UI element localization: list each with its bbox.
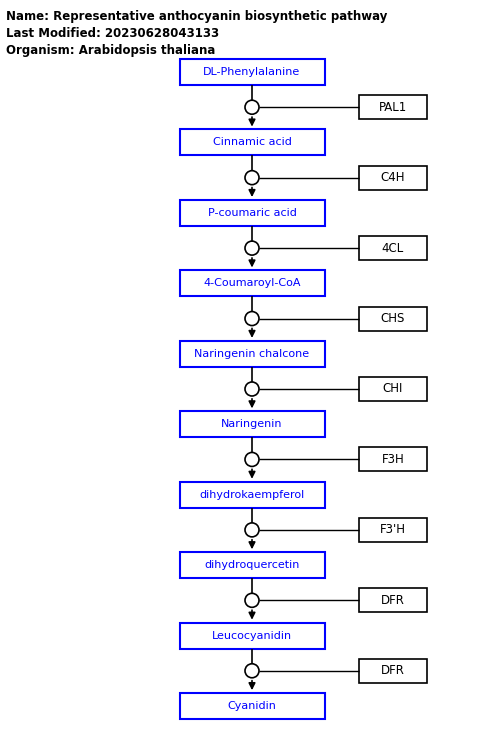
Text: Leucocyanidin: Leucocyanidin bbox=[212, 631, 292, 640]
Bar bbox=[359, 95, 427, 119]
Text: DFR: DFR bbox=[381, 664, 405, 677]
Text: dihydrokaempferol: dihydrokaempferol bbox=[199, 490, 305, 499]
Text: PAL1: PAL1 bbox=[379, 101, 407, 114]
Text: P-coumaric acid: P-coumaric acid bbox=[207, 208, 297, 218]
Bar bbox=[359, 236, 427, 260]
Bar bbox=[180, 59, 324, 85]
Bar bbox=[359, 377, 427, 401]
Bar bbox=[180, 552, 324, 578]
Text: DL-Phenylalanine: DL-Phenylalanine bbox=[204, 67, 300, 77]
Text: 4CL: 4CL bbox=[382, 242, 404, 255]
Bar bbox=[359, 588, 427, 612]
Text: F3H: F3H bbox=[382, 453, 404, 466]
Bar bbox=[180, 129, 324, 155]
Bar bbox=[359, 165, 427, 190]
Bar bbox=[180, 693, 324, 719]
Bar bbox=[180, 270, 324, 296]
Text: Name: Representative anthocyanin biosynthetic pathway: Name: Representative anthocyanin biosynt… bbox=[6, 10, 387, 23]
Text: 4-Coumaroyl-CoA: 4-Coumaroyl-CoA bbox=[203, 278, 301, 289]
Bar bbox=[359, 447, 427, 471]
Text: Last Modified: 20230628043133: Last Modified: 20230628043133 bbox=[6, 27, 219, 40]
Text: C4H: C4H bbox=[381, 171, 405, 184]
Bar bbox=[180, 411, 324, 437]
Text: CHS: CHS bbox=[381, 312, 405, 325]
Bar bbox=[180, 200, 324, 226]
Text: CHI: CHI bbox=[383, 382, 403, 395]
Text: Cyanidin: Cyanidin bbox=[228, 701, 276, 711]
Text: F3'H: F3'H bbox=[380, 523, 406, 536]
Text: dihydroquercetin: dihydroquercetin bbox=[204, 560, 300, 570]
Bar bbox=[359, 306, 427, 330]
Bar bbox=[180, 482, 324, 508]
Text: Naringenin chalcone: Naringenin chalcone bbox=[194, 349, 310, 359]
Bar bbox=[180, 623, 324, 649]
Text: Naringenin: Naringenin bbox=[221, 419, 283, 429]
Text: Cinnamic acid: Cinnamic acid bbox=[213, 137, 291, 148]
Text: DFR: DFR bbox=[381, 594, 405, 607]
Bar bbox=[359, 518, 427, 542]
Bar bbox=[180, 341, 324, 367]
Bar bbox=[359, 659, 427, 683]
Text: Organism: Arabidopsis thaliana: Organism: Arabidopsis thaliana bbox=[6, 44, 216, 57]
